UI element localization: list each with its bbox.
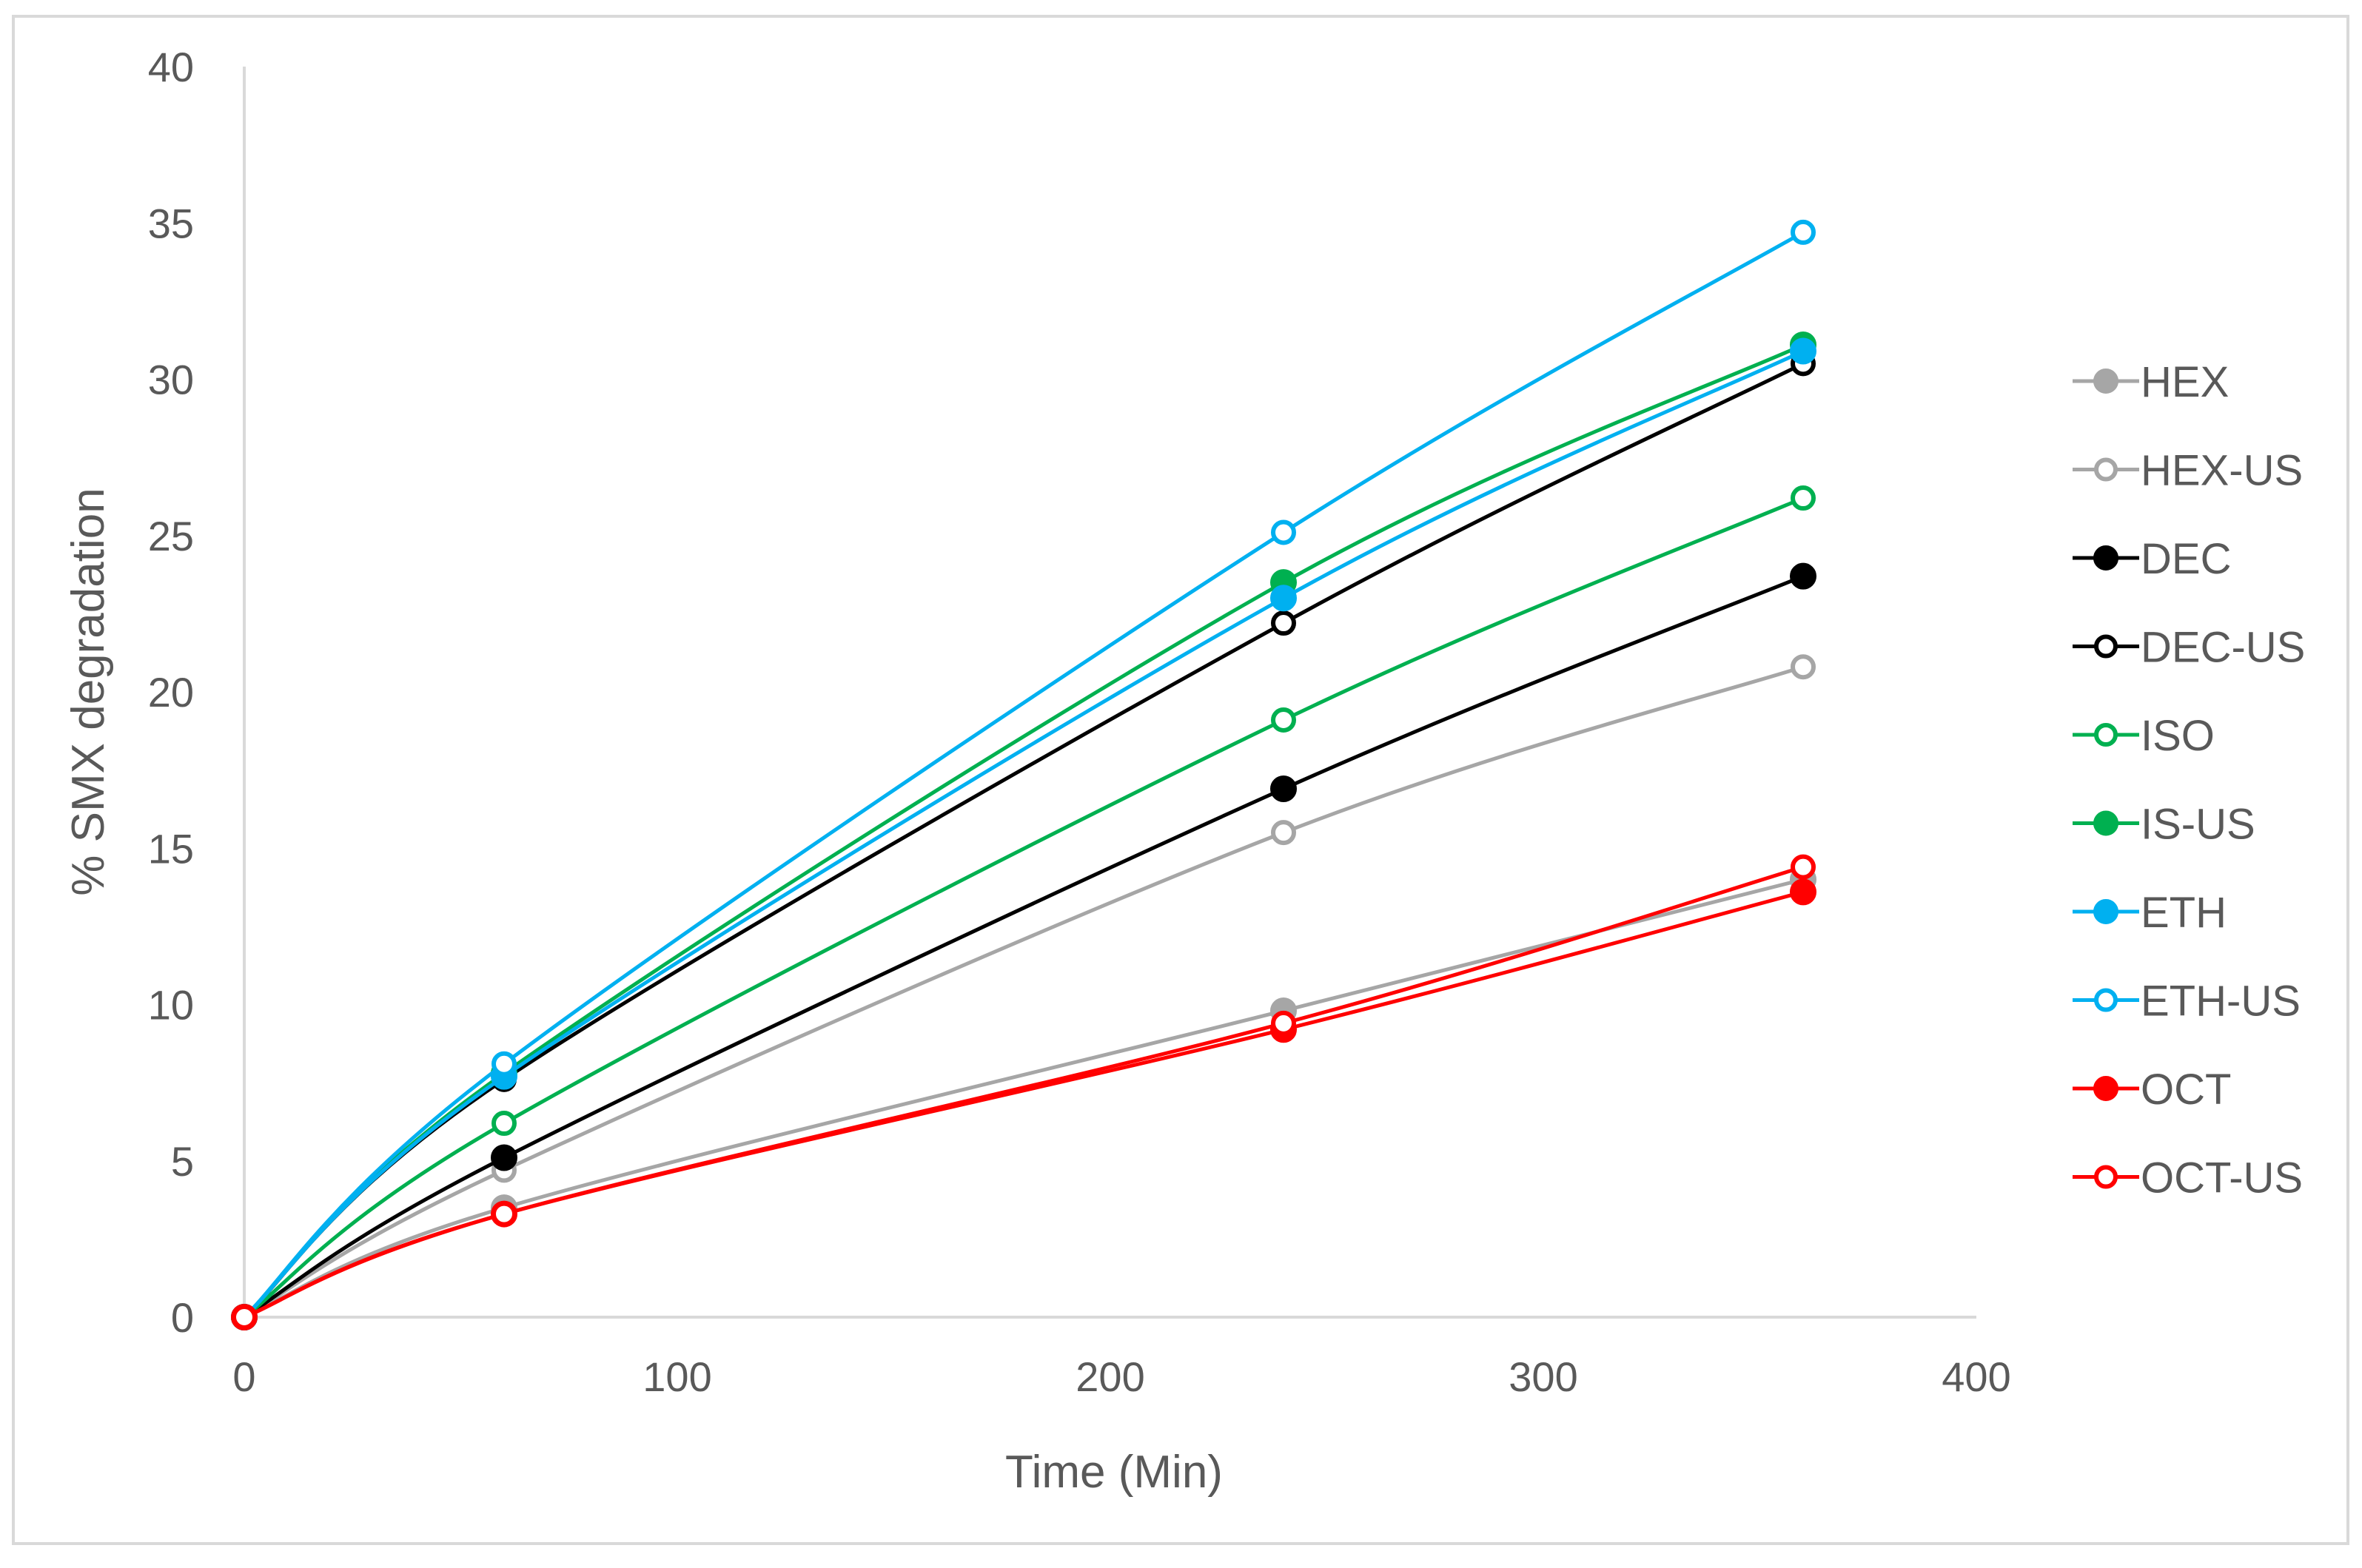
legend-marker <box>2094 634 2118 659</box>
x-tick-label: 400 <box>1942 1353 2010 1400</box>
data-point <box>491 1111 517 1137</box>
series-line <box>243 664 1804 1319</box>
legend-label: IS-US <box>2141 801 2255 849</box>
y-axis-title: % SMX degradation <box>63 488 114 895</box>
legend-item: DEC-US <box>2073 624 2305 672</box>
legend-marker <box>2093 545 2118 571</box>
x-tick-label: 100 <box>642 1353 711 1400</box>
data-point <box>1791 219 1816 245</box>
data-point <box>1271 820 1296 846</box>
legend-label: OCT <box>2141 1066 2231 1114</box>
y-tick-label: 35 <box>148 200 194 246</box>
x-tick-label: 0 <box>232 1353 255 1400</box>
data-point <box>1270 775 1297 802</box>
y-tick-label: 15 <box>148 825 194 872</box>
legend-item: ETH <box>2073 889 2227 937</box>
series-oct-us <box>232 854 1816 1330</box>
series-line <box>243 574 1804 1319</box>
y-tick-label: 10 <box>148 982 194 1029</box>
data-point <box>1791 485 1816 511</box>
data-point <box>1790 562 1816 590</box>
x-tick-label: 200 <box>1076 1353 1144 1400</box>
y-tick-label: 40 <box>148 44 194 90</box>
data-point <box>1271 610 1296 636</box>
legend-marker <box>2094 1165 2118 1189</box>
data-point <box>1791 654 1816 680</box>
legend-label: ETH <box>2141 889 2227 937</box>
legend-marker <box>2094 723 2118 747</box>
y-tick-label: 5 <box>171 1138 194 1185</box>
legend-item: ETH-US <box>2073 978 2301 1026</box>
legend-item: ISO <box>2073 712 2215 760</box>
legend-item: OCT <box>2073 1066 2231 1114</box>
x-tick-label: 300 <box>1509 1353 1577 1400</box>
series-line <box>243 230 1805 1319</box>
data-point <box>232 1305 257 1330</box>
legend-label: OCT-US <box>2141 1154 2303 1202</box>
legend: HEX HEX-US DEC DEC-US ISO IS-US ETH ETH-US OCT OC… <box>2073 358 2305 1202</box>
series-line <box>243 349 1805 1319</box>
legend-marker <box>2093 810 2118 836</box>
legend-marker <box>2093 369 2118 394</box>
data-point <box>1791 854 1816 880</box>
legend-marker <box>2094 457 2118 482</box>
data-point <box>1271 707 1296 733</box>
y-tick-label: 0 <box>171 1294 194 1341</box>
data-point <box>491 1201 517 1227</box>
legend-label: HEX-US <box>2141 447 2303 495</box>
data-point <box>491 1051 517 1077</box>
legend-label: DEC <box>2141 535 2231 583</box>
data-point <box>1271 1010 1296 1036</box>
series-line <box>244 865 1804 1319</box>
legend-item: DEC <box>2073 535 2231 583</box>
legend-label: HEX <box>2141 358 2229 406</box>
legend-item: IS-US <box>2073 801 2255 849</box>
series-layer <box>231 219 1816 1330</box>
plot-axes <box>243 67 1976 1319</box>
y-tick-label: 20 <box>148 669 194 716</box>
x-axis-title: Time (Min) <box>1005 1447 1223 1498</box>
chart-frame <box>12 15 2349 1545</box>
legend-label: DEC-US <box>2141 624 2305 672</box>
series-line <box>243 496 1804 1319</box>
data-point <box>1790 337 1816 365</box>
y-tick-label: 30 <box>148 357 194 403</box>
legend-label: ISO <box>2141 712 2215 760</box>
data-point <box>491 1144 517 1171</box>
legend-item: HEX <box>2073 358 2229 406</box>
data-point <box>1790 878 1816 906</box>
data-point <box>1270 585 1297 612</box>
data-point <box>1271 519 1296 545</box>
legend-item: OCT-US <box>2073 1154 2303 1202</box>
legend-marker <box>2094 988 2118 1012</box>
y-tick-label: 25 <box>148 513 194 559</box>
legend-marker <box>2093 1076 2118 1101</box>
legend-marker <box>2093 899 2118 924</box>
tick-labels: 0 100 200 300 400 0 5 10 15 20 25 30 35 40 <box>148 44 2011 1400</box>
legend-item: HEX-US <box>2073 447 2303 495</box>
legend-label: ETH-US <box>2141 978 2301 1026</box>
